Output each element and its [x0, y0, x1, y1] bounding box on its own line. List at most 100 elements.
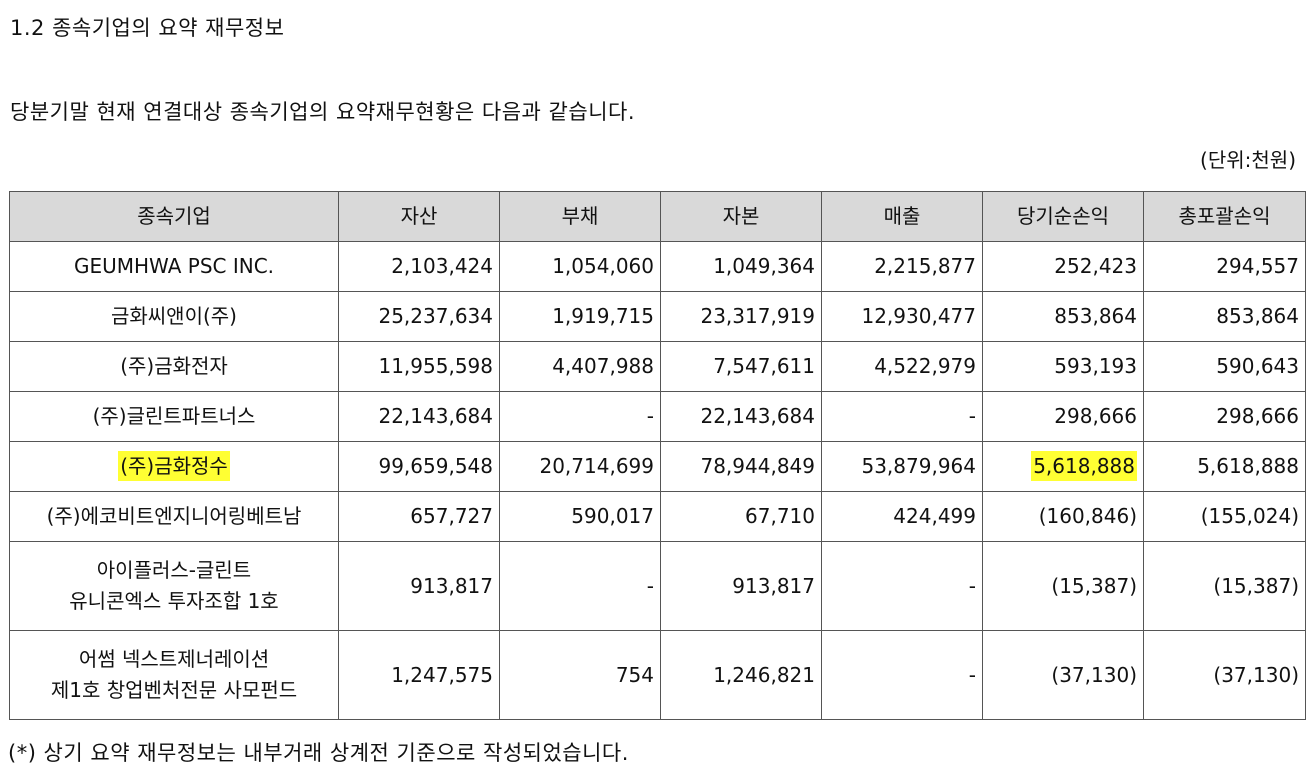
subsidiary-name: 유니콘엑스 투자조합 1호 [69, 589, 279, 613]
net-income-value: 252,423 [1054, 254, 1137, 278]
header-subsidiary: 종속기업 [9, 191, 339, 242]
section-heading: 1.2 종속기업의 요약 재무정보 [10, 16, 285, 40]
equity-cell: 7,547,611 [660, 341, 822, 392]
comprehensive-income-value: (37,130) [1213, 662, 1299, 687]
sales-value: - [968, 404, 976, 428]
header-liabilities: 부채 [499, 191, 661, 242]
liabilities-cell: 4,407,988 [499, 341, 661, 392]
table-row: 금화씨앤이(주) 25,237,634 1,919,715 23,317,919 12,… [9, 291, 1306, 342]
sales-value: 53,879,964 [861, 454, 976, 478]
subsidiary-name: 제1호 창업벤처전문 사모펀드 [50, 678, 298, 702]
comprehensive-income-value: 590,643 [1216, 354, 1299, 378]
subsidiary-name: (주)글린트파트너스 [92, 404, 256, 428]
assets-cell: 657,727 [338, 491, 500, 542]
net-income-cell: 5,618,888 [982, 441, 1144, 492]
subsidiary-name-cell: 금화씨앤이(주) [9, 291, 339, 342]
header-comprehensive-income: 총포괄손익 [1143, 191, 1306, 242]
liabilities-value: 590,017 [571, 504, 654, 528]
equity-cell: 67,710 [660, 491, 822, 542]
comprehensive-income-value: 294,557 [1216, 254, 1299, 278]
sales-value: - [968, 662, 976, 687]
net-income-value: (37,130) [1051, 662, 1137, 687]
table-row: (주)글린트파트너스 22,143,684 - 22,143,684 - 298,666 2… [9, 391, 1306, 442]
equity-value: 23,317,919 [700, 304, 815, 328]
net-income-cell: 853,864 [982, 291, 1144, 342]
header-equity: 자본 [660, 191, 822, 242]
assets-cell: 2,103,424 [338, 241, 500, 292]
subsidiary-name: 어썸 넥스트제너레이션 [78, 647, 270, 671]
subsidiary-name: GEUMHWA PSC INC. [73, 254, 275, 278]
comprehensive-income-value: 298,666 [1216, 404, 1299, 428]
assets-cell: 22,143,684 [338, 391, 500, 442]
comprehensive-income-value: 853,864 [1216, 304, 1299, 328]
net-income-cell: (15,387) [982, 541, 1144, 631]
table-row: (주)에코비트엔지니어링베트남 657,727 590,017 67,710 424,4… [9, 491, 1306, 542]
assets-value: 913,817 [410, 573, 493, 598]
liabilities-value: 20,714,699 [539, 454, 654, 478]
liabilities-value: 1,054,060 [552, 254, 654, 278]
sales-cell: - [821, 541, 983, 631]
liabilities-value: 754 [615, 662, 654, 687]
subsidiary-name-cell: (주)에코비트엔지니어링베트남 [9, 491, 339, 542]
sales-cell: 12,930,477 [821, 291, 983, 342]
liabilities-cell: 1,054,060 [499, 241, 661, 292]
assets-cell: 99,659,548 [338, 441, 500, 492]
sales-value: - [968, 573, 976, 598]
net-income-cell: (160,846) [982, 491, 1144, 542]
net-income-cell: (37,130) [982, 630, 1144, 720]
comprehensive-income-cell: (15,387) [1143, 541, 1306, 631]
equity-value: 1,246,821 [713, 662, 815, 687]
assets-cell: 1,247,575 [338, 630, 500, 720]
equity-cell: 913,817 [660, 541, 822, 631]
subsidiary-name-cell: (주)글린트파트너스 [9, 391, 339, 442]
intro-text: 당분기말 현재 연결대상 종속기업의 요약재무현황은 다음과 같습니다. [10, 100, 636, 124]
sales-value: 12,930,477 [861, 304, 976, 328]
comprehensive-income-cell: (37,130) [1143, 630, 1306, 720]
liabilities-value: 1,919,715 [552, 304, 654, 328]
table-row: (주)금화정수 99,659,548 20,714,699 78,944,849 53,… [9, 441, 1306, 492]
table-row: (주)금화전자 11,955,598 4,407,988 7,547,611 4,522… [9, 341, 1306, 392]
subsidiary-name-cell: (주)금화전자 [9, 341, 339, 392]
liabilities-cell: 1,919,715 [499, 291, 661, 342]
net-income-value: 298,666 [1054, 404, 1137, 428]
sales-cell: 53,879,964 [821, 441, 983, 492]
equity-value: 22,143,684 [700, 404, 815, 428]
assets-value: 22,143,684 [378, 404, 493, 428]
comprehensive-income-cell: 298,666 [1143, 391, 1306, 442]
equity-cell: 23,317,919 [660, 291, 822, 342]
liabilities-cell: - [499, 541, 661, 631]
equity-cell: 1,246,821 [660, 630, 822, 720]
liabilities-cell: 20,714,699 [499, 441, 661, 492]
assets-value: 2,103,424 [391, 254, 493, 278]
net-income-value: 853,864 [1054, 304, 1137, 328]
sales-cell: 424,499 [821, 491, 983, 542]
net-income-value: 5,618,888 [1031, 451, 1137, 481]
unit-label: (단위:천원) [1200, 148, 1296, 172]
net-income-value: (15,387) [1051, 573, 1137, 598]
subsidiary-name-cell: (주)금화정수 [9, 441, 339, 492]
assets-value: 99,659,548 [378, 454, 493, 478]
comprehensive-income-cell: 5,618,888 [1143, 441, 1306, 492]
subsidiary-name: (주)금화전자 [120, 354, 228, 378]
subsidiary-name: 아이플러스-글린트 [96, 558, 252, 582]
sales-value: 424,499 [893, 504, 976, 528]
assets-cell: 25,237,634 [338, 291, 500, 342]
sales-cell: - [821, 391, 983, 442]
comprehensive-income-cell: 294,557 [1143, 241, 1306, 292]
header-sales: 매출 [821, 191, 983, 242]
table-row: 아이플러스-글린트 유니콘엑스 투자조합 1호 913,817 - 913,817 - (1… [9, 541, 1306, 631]
equity-cell: 1,049,364 [660, 241, 822, 292]
equity-value: 78,944,849 [700, 454, 815, 478]
table-header-row: 종속기업 자산 부채 자본 매출 당기순손익 총포괄손익 [9, 191, 1306, 242]
net-income-cell: 298,666 [982, 391, 1144, 442]
header-net-income: 당기순손익 [982, 191, 1144, 242]
comprehensive-income-value: 5,618,888 [1197, 454, 1299, 478]
equity-cell: 78,944,849 [660, 441, 822, 492]
equity-cell: 22,143,684 [660, 391, 822, 442]
assets-value: 11,955,598 [378, 354, 493, 378]
assets-value: 657,727 [410, 504, 493, 528]
header-assets: 자산 [338, 191, 500, 242]
liabilities-value: - [646, 573, 654, 598]
subsidiary-name: 금화씨앤이(주) [110, 304, 237, 328]
